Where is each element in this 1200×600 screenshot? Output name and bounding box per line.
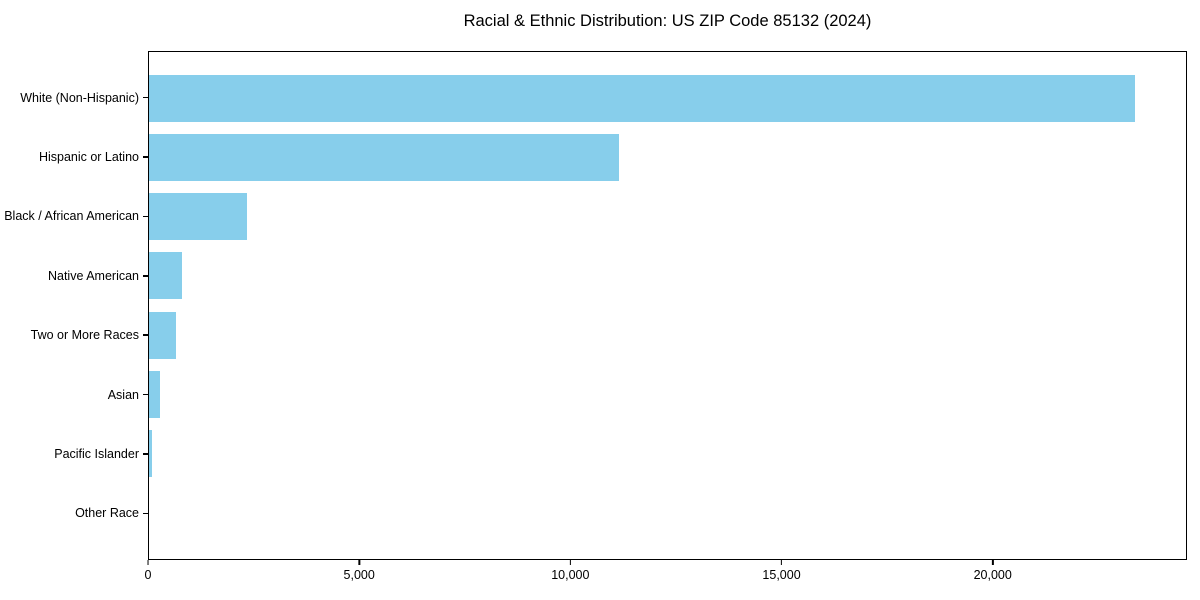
x-tick: 5,000	[344, 560, 375, 582]
bar-row	[149, 306, 1186, 365]
bar-row	[149, 69, 1186, 128]
bar-row	[149, 187, 1186, 246]
bar-pacific-islander	[149, 429, 153, 477]
y-tick-label: Hispanic or Latino	[38, 150, 139, 165]
y-tick-label: Asian	[107, 387, 139, 402]
x-tick-mark	[991, 560, 994, 565]
x-tick-label: 5,000	[343, 568, 375, 582]
x-tick-mark	[569, 560, 572, 565]
bar-native-american	[149, 252, 182, 300]
x-tick-mark	[358, 560, 360, 565]
x-tick: 0	[144, 560, 152, 582]
x-tick-label: 15,000	[762, 568, 801, 582]
x-tick: 15,000	[762, 560, 801, 582]
bar-hispanic-or-latino	[149, 134, 620, 182]
x-tick-mark	[147, 560, 149, 565]
y-tick-mark	[143, 275, 148, 277]
y-axis-row: Two or More Races	[0, 306, 148, 365]
y-tick-mark	[143, 334, 148, 336]
chart-title: Racial & Ethnic Distribution: US ZIP Cod…	[463, 12, 872, 30]
bar-row	[149, 424, 1186, 483]
x-tick-label: 20,000	[973, 568, 1012, 582]
y-axis-row: White (Non-Hispanic)	[0, 68, 148, 127]
bar-row	[149, 483, 1186, 542]
x-tick: 10,000	[551, 560, 589, 582]
y-tick-label: White (Non-Hispanic)	[20, 90, 139, 105]
x-tick: 20,000	[974, 560, 1012, 582]
y-tick-mark	[143, 453, 148, 455]
x-tick-label: 10,000	[551, 568, 590, 582]
bar-asian	[149, 370, 160, 418]
x-axis: 0 5,000 10,000 15,000 20,000	[144, 560, 1187, 594]
y-tick-mark	[143, 393, 148, 396]
y-tick-mark	[143, 96, 148, 99]
bar-row	[149, 246, 1186, 305]
y-tick-mark	[143, 215, 148, 218]
bar-white-non-hispanic	[149, 75, 1136, 123]
bar-row	[149, 365, 1186, 424]
y-axis-row: Black / African American	[0, 187, 148, 246]
bar-row	[149, 128, 1186, 187]
y-tick-label: Other Race	[75, 506, 139, 521]
y-axis-row: Asian	[0, 365, 148, 424]
y-tick-label: Pacific Islander	[54, 446, 139, 461]
y-axis-row: Pacific Islander	[0, 424, 148, 483]
x-tick-mark	[780, 560, 783, 565]
bar-black-african-american	[149, 193, 248, 241]
x-tick-label: 0	[144, 568, 152, 582]
y-axis-row: Other Race	[0, 484, 148, 543]
y-tick-label: Two or More Races	[30, 328, 139, 343]
y-tick-label: Native American	[47, 268, 139, 283]
plot-area	[148, 51, 1187, 560]
bar-two-or-more-races	[149, 311, 177, 359]
y-tick-mark	[143, 156, 148, 158]
y-tick-mark	[143, 512, 148, 515]
y-axis-labels: White (Non-Hispanic) Hispanic or Latino …	[0, 51, 148, 560]
y-tick-label: Black / African American	[4, 209, 139, 224]
y-axis-row: Native American	[0, 246, 148, 305]
y-axis-row: Hispanic or Latino	[0, 127, 148, 186]
